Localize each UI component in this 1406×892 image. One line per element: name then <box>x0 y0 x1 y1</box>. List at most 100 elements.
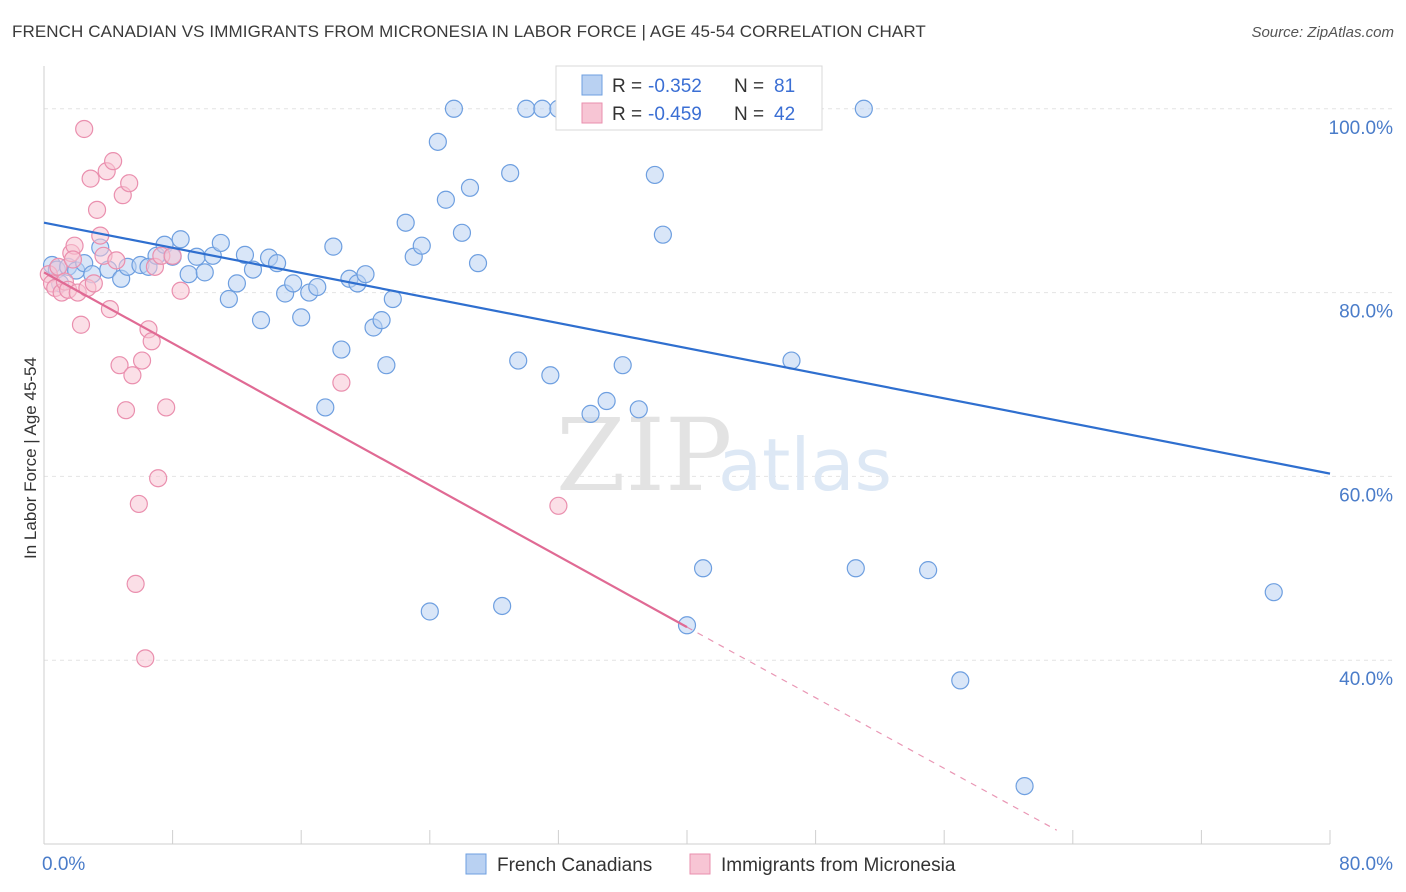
point-blue-82 <box>1264 583 1283 602</box>
point-pink-41 <box>63 250 83 269</box>
point-blue-57 <box>517 99 536 118</box>
point-blue-79 <box>919 561 938 580</box>
point-blue-54 <box>493 596 512 616</box>
point-blue-69 <box>645 165 664 185</box>
chart-title: FRENCH CANADIAN VS IMMIGRANTS FROM MICRO… <box>12 22 926 41</box>
point-blue-63 <box>581 404 600 423</box>
point-pink-24 <box>116 401 136 420</box>
point-pink-10 <box>71 315 91 334</box>
point-blue-48 <box>428 132 447 151</box>
point-pink-40 <box>549 496 568 515</box>
point-blue-78 <box>854 99 873 118</box>
point-blue-55 <box>501 163 520 183</box>
legend-r-label-1: R = <box>612 76 642 97</box>
point-blue-59 <box>541 366 560 385</box>
point-blue-77 <box>846 559 865 578</box>
legend-n-label-1: N = <box>734 76 764 97</box>
point-blue-65 <box>613 356 632 375</box>
y-tick-label-2: 60.0% <box>1339 485 1393 506</box>
point-blue-39 <box>356 265 375 284</box>
point-blue-42 <box>377 356 396 375</box>
point-blue-36 <box>332 340 351 359</box>
point-blue-34 <box>316 398 335 417</box>
point-pink-15 <box>87 200 107 219</box>
point-blue-80 <box>951 671 970 690</box>
y-tick-label-0: 100.0% <box>1329 118 1394 139</box>
watermark-atlas: atlas <box>718 423 892 507</box>
point-blue-73 <box>693 559 713 578</box>
point-blue-49 <box>436 190 455 209</box>
point-blue-23 <box>227 274 246 293</box>
watermark: ZIP atlas <box>556 397 892 514</box>
point-blue-22 <box>219 289 238 309</box>
point-blue-58 <box>533 99 552 118</box>
point-pink-30 <box>136 649 155 668</box>
y-tick-label-1: 80.0% <box>1339 302 1393 323</box>
point-blue-67 <box>629 400 648 419</box>
point-blue-21 <box>211 233 230 253</box>
point-blue-47 <box>420 602 439 621</box>
y-axis-label: In Labor Force | Age 45-54 <box>21 357 40 559</box>
point-blue-35 <box>324 237 343 256</box>
point-pink-11 <box>75 119 94 139</box>
y-tick-label-3: 40.0% <box>1339 669 1393 690</box>
point-pink-29 <box>132 351 152 370</box>
point-pink-34 <box>149 469 168 488</box>
legend-swatch-blue <box>581 74 603 96</box>
trend-lines <box>43 221 1331 831</box>
point-pink-13 <box>81 169 100 188</box>
trend-line-ext-pink <box>686 626 1058 831</box>
legend-n-label-2: N = <box>734 104 764 125</box>
point-blue-81 <box>1015 776 1034 796</box>
legend-series-label-2: Immigrants from Micronesia <box>721 855 956 876</box>
point-blue-71 <box>677 616 697 635</box>
point-pink-14 <box>84 274 103 293</box>
point-blue-51 <box>452 223 472 242</box>
trend-line-blue <box>43 221 1331 475</box>
point-blue-53 <box>468 254 488 273</box>
point-blue-44 <box>396 213 415 232</box>
tick-labels: 100.0% 80.0% 60.0% 40.0% 0.0% 80.0% <box>42 118 1393 875</box>
point-blue-24 <box>235 245 255 264</box>
legend-n-value-1: 81 <box>774 76 795 97</box>
point-blue-26 <box>251 311 271 330</box>
legend-r-value-1: -0.352 <box>648 76 702 97</box>
point-pink-20 <box>104 152 123 171</box>
chart-source: Source: ZipAtlas.com <box>1251 24 1394 41</box>
axes <box>43 66 1331 845</box>
point-pink-38 <box>171 281 190 300</box>
point-blue-31 <box>292 308 311 327</box>
legend-r-value-2: -0.459 <box>648 104 702 125</box>
point-blue-70 <box>653 225 672 244</box>
legend-r-label-2: R = <box>612 104 642 125</box>
point-blue-56 <box>509 351 528 370</box>
x-tick-label-1: 80.0% <box>1339 854 1393 875</box>
point-pink-22 <box>110 356 129 375</box>
legend-series-swatch-blue <box>465 853 487 875</box>
point-blue-64 <box>597 391 616 411</box>
point-blue-46 <box>412 236 431 255</box>
legend-series: French Canadians Immigrants from Microne… <box>465 853 956 876</box>
point-pink-25 <box>120 174 139 193</box>
legend-n-value-2: 42 <box>774 104 795 125</box>
x-tick-label-0: 0.0% <box>42 854 85 875</box>
point-blue-41 <box>372 311 391 330</box>
point-blue-16 <box>171 230 190 249</box>
point-blue-52 <box>460 178 480 197</box>
point-blue-33 <box>308 277 327 297</box>
point-blue-19 <box>195 263 214 282</box>
point-pink-27 <box>126 574 145 594</box>
legend-series-swatch-pink <box>689 853 711 875</box>
point-pink-26 <box>123 366 142 385</box>
trend-line-pink <box>43 271 688 629</box>
point-pink-36 <box>157 398 176 417</box>
point-blue-30 <box>284 274 303 293</box>
point-blue-17 <box>179 265 198 284</box>
point-pink-28 <box>129 494 148 514</box>
point-pink-21 <box>107 251 126 270</box>
legend-swatch-pink <box>581 102 603 124</box>
point-blue-50 <box>444 99 464 118</box>
legend-series-label-1: French Canadians <box>497 855 652 876</box>
legend-stats: R = -0.352 N = 81 R = -0.459 N = 42 <box>555 65 823 131</box>
